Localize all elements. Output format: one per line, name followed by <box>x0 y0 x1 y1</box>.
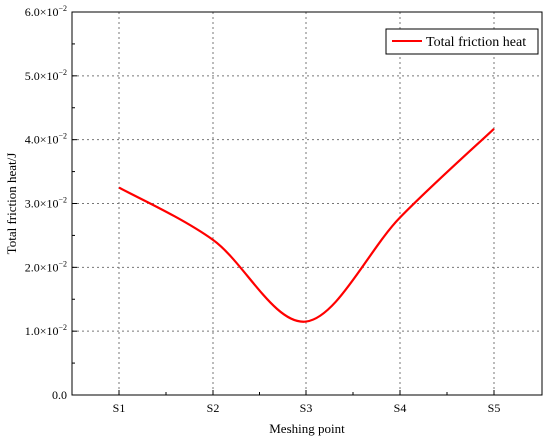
y-tick-label: 2.0×10−2 <box>25 259 67 274</box>
y-tick-label: 4.0×10−2 <box>25 132 67 147</box>
y-tick-label: 6.0×10−2 <box>25 4 67 19</box>
series-line <box>118 128 495 323</box>
x-tick-label: S1 <box>113 401 126 415</box>
series-layer <box>118 128 495 323</box>
x-axis-label: Meshing point <box>269 421 345 436</box>
legend: Total friction heat <box>385 28 539 55</box>
y-axis-label: Total friction heat/J <box>4 153 19 255</box>
axis-ticks: S1 S2 S3 S4 S5 0.0 1.0×10−2 2.0×10−2 3.0×10−2 4.0… <box>25 4 501 415</box>
y-tick-label: 3.0×10−2 <box>25 196 67 211</box>
x-tick-label: S3 <box>300 401 313 415</box>
grid-lines <box>72 12 542 395</box>
x-tick-label: S2 <box>207 401 220 415</box>
y-tick-label: 1.0×10−2 <box>25 323 67 338</box>
x-tick-label: S4 <box>394 401 407 415</box>
legend-label: Total friction heat <box>426 35 526 50</box>
y-tick-label: 5.0×10−2 <box>25 68 67 83</box>
x-tick-label: S5 <box>488 401 501 415</box>
y-tick-label: 0.0 <box>52 388 67 402</box>
